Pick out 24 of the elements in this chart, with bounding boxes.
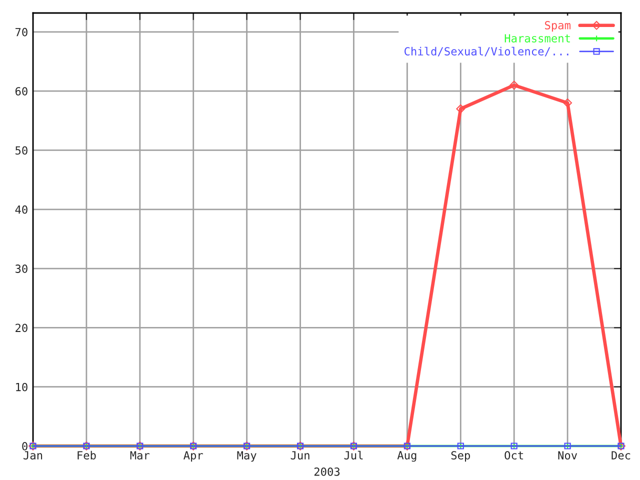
x-axis-title: 2003: [314, 467, 340, 476]
x-tick-label: May: [237, 451, 256, 462]
x-tick-label: Jan: [24, 451, 42, 460]
x-tick-label: Dec: [612, 451, 630, 460]
y-tick-label: 70: [16, 28, 28, 36]
legend-label: Spam: [544, 21, 570, 32]
x-tick-label: Apr: [184, 451, 203, 462]
x-tick-label: Jun: [290, 451, 310, 460]
y-tick-label: 20: [16, 324, 28, 332]
x-tick-label: Jul: [344, 450, 363, 460]
legend-label: Harassment: [504, 34, 570, 42]
x-tick-label: Oct: [504, 451, 524, 460]
legend-label: Child/Sexual/Violence/...: [404, 46, 568, 56]
y-tick-label: 10: [16, 382, 28, 392]
y-tick-label: 0: [22, 442, 28, 450]
y-tick-label: 40: [15, 205, 28, 214]
x-tick-label: Sep: [451, 451, 470, 462]
y-tick-label: 60: [15, 87, 28, 96]
x-tick-label: Feb: [78, 450, 96, 460]
x-tick-label: Aug: [397, 451, 416, 462]
x-tick-label: Mar: [130, 451, 150, 460]
y-tick-label: 30: [16, 264, 28, 273]
y-tick-label: 50: [16, 146, 28, 155]
x-tick-label: Nov: [558, 451, 578, 460]
